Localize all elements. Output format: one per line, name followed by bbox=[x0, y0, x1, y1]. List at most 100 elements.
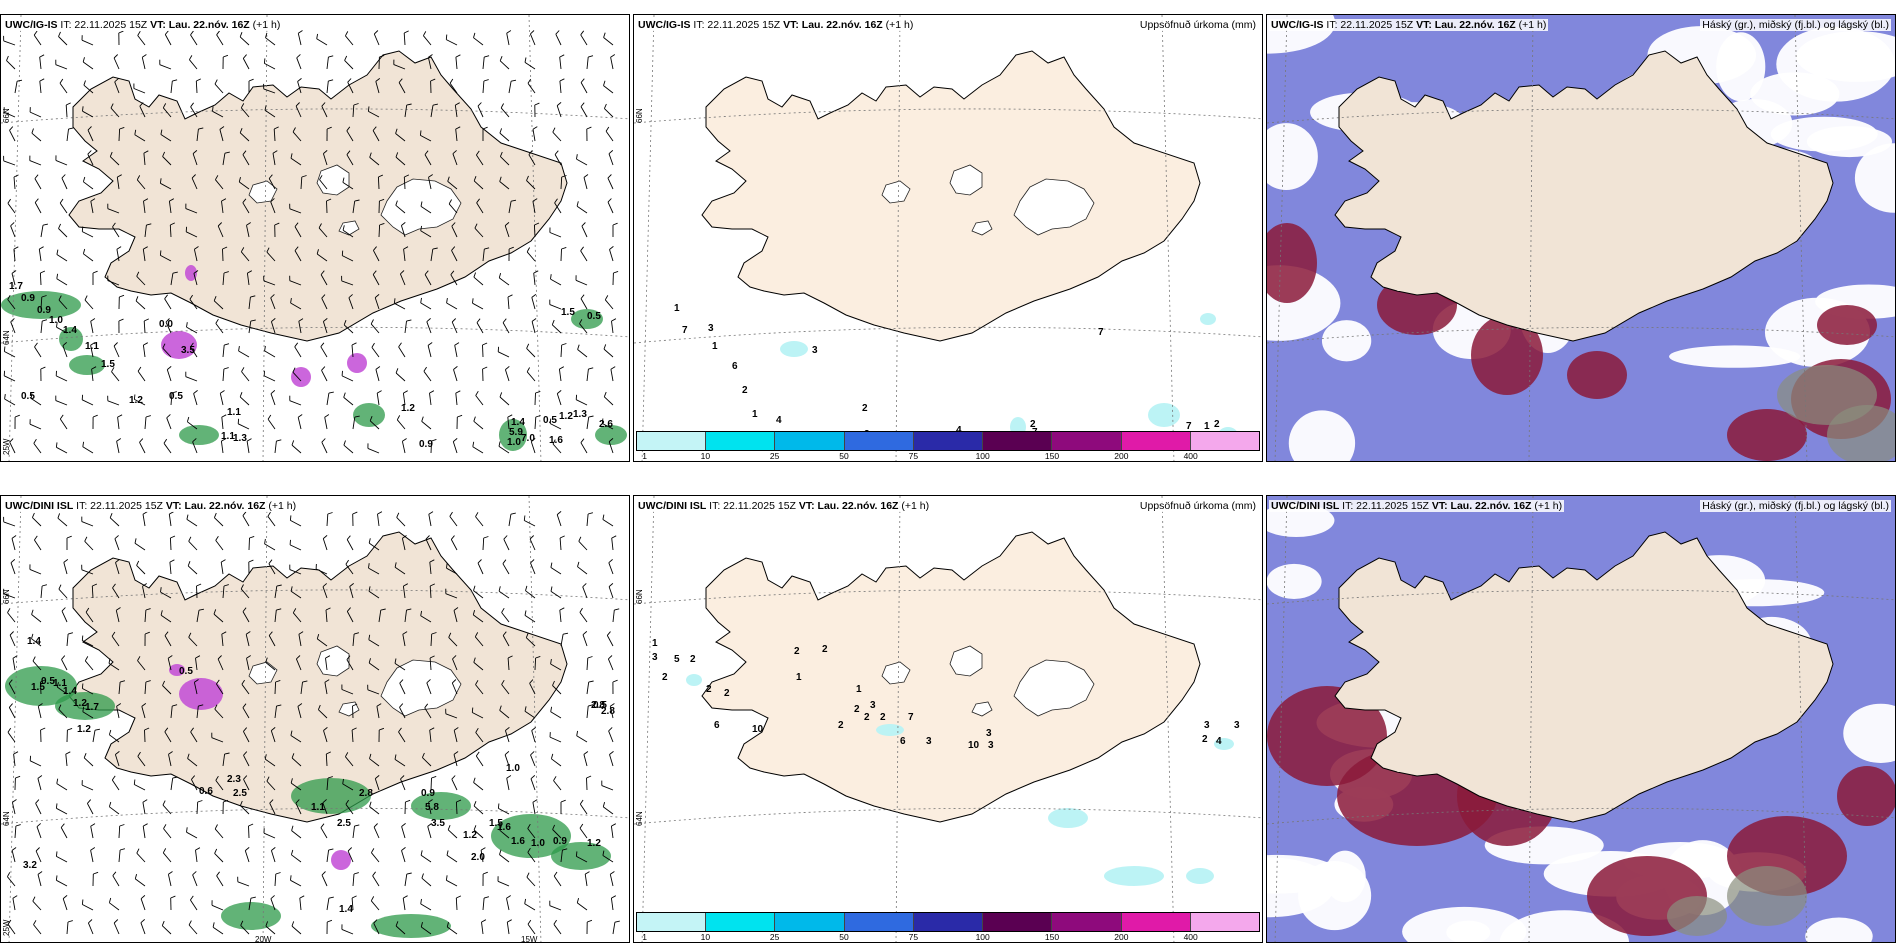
value-label: 2 bbox=[742, 385, 748, 396]
wind-barb bbox=[139, 442, 146, 454]
wind-barb bbox=[290, 520, 302, 527]
value-label: 1.4 bbox=[27, 636, 41, 647]
lat-label: 64N bbox=[2, 811, 11, 826]
wind-barb-feather bbox=[265, 657, 268, 663]
wind-barb-feather bbox=[242, 150, 247, 155]
wind-barb bbox=[346, 539, 354, 551]
value-label: 1.2 bbox=[73, 698, 87, 709]
wind-barb bbox=[192, 874, 198, 887]
wind-barb bbox=[609, 706, 614, 719]
wind-barb-feather bbox=[452, 150, 457, 155]
wind-barb bbox=[274, 873, 277, 887]
value-label: 5.8 bbox=[425, 802, 439, 813]
wind-barb-feather bbox=[472, 441, 475, 447]
wind-barb-feather bbox=[82, 248, 86, 254]
wind-barb bbox=[420, 230, 432, 238]
wind-barb bbox=[240, 107, 250, 118]
wind-barb bbox=[553, 924, 562, 935]
wind-barb bbox=[187, 565, 198, 575]
wind-barb bbox=[14, 825, 17, 839]
wind-barb-feather bbox=[327, 776, 333, 779]
wind-barb-feather bbox=[81, 683, 84, 689]
value-label: 2 bbox=[862, 403, 868, 414]
wind-barb bbox=[446, 302, 458, 310]
value-label: 1.0 bbox=[507, 437, 521, 448]
wind-barb bbox=[477, 105, 484, 118]
wind-barb-feather bbox=[145, 680, 151, 683]
value-label: 2 bbox=[838, 720, 844, 731]
wind-barb bbox=[549, 905, 562, 911]
wind-barb bbox=[424, 707, 432, 719]
wind-barb-feather bbox=[316, 633, 320, 640]
wind-barb-feather bbox=[111, 631, 116, 637]
wind-barb bbox=[550, 278, 562, 286]
wind-barb-feather bbox=[58, 223, 62, 229]
wind-barb-feather bbox=[323, 727, 328, 731]
wind-barb bbox=[401, 850, 406, 863]
wind-barb bbox=[603, 396, 614, 406]
wind-barb-feather bbox=[164, 30, 169, 35]
wind-barb bbox=[527, 923, 536, 935]
wind-barb-feather bbox=[159, 250, 162, 256]
wind-barb-feather bbox=[372, 871, 376, 877]
wind-barb-feather bbox=[373, 246, 377, 251]
wind-barb bbox=[82, 640, 94, 647]
wind-barb bbox=[367, 689, 380, 695]
wind-barb-feather bbox=[276, 608, 282, 611]
wind-barb-feather bbox=[193, 390, 198, 394]
wind-barb bbox=[606, 635, 614, 647]
wind-barb bbox=[136, 275, 146, 286]
wind-barb bbox=[191, 779, 198, 791]
wind-barb-feather bbox=[430, 78, 436, 82]
wind-barb-feather bbox=[453, 607, 459, 611]
value-label: 2 bbox=[854, 704, 860, 715]
wind-barb bbox=[378, 610, 382, 623]
wind-barb-feather bbox=[142, 511, 148, 515]
wind-barb bbox=[453, 369, 458, 382]
wind-barb bbox=[168, 201, 172, 214]
wind-barb bbox=[342, 255, 354, 262]
wind-barb bbox=[141, 57, 146, 70]
wind-barb bbox=[114, 538, 120, 551]
wind-barb-feather bbox=[343, 392, 346, 398]
wind-barb-feather bbox=[274, 126, 279, 130]
wind-barb bbox=[188, 636, 198, 647]
iceland-landmass bbox=[701, 50, 1201, 342]
wind-barb bbox=[112, 875, 120, 887]
wind-barb bbox=[290, 157, 302, 166]
colorbar-segment bbox=[1052, 432, 1122, 450]
wind-barb-feather bbox=[133, 779, 136, 785]
wind-barb bbox=[531, 321, 536, 334]
wind-barb bbox=[454, 345, 458, 358]
wind-barb bbox=[264, 375, 276, 382]
wind-barb bbox=[297, 33, 302, 46]
wind-barb-feather bbox=[243, 727, 248, 732]
value-label: 0.5 bbox=[21, 391, 35, 402]
wind-barb-feather bbox=[347, 78, 352, 83]
wind-barb bbox=[82, 688, 94, 695]
wind-barb bbox=[56, 686, 68, 695]
wind-barb bbox=[221, 417, 224, 430]
wind-barb bbox=[108, 663, 120, 671]
wind-barb bbox=[401, 826, 406, 839]
wind-barb bbox=[263, 280, 276, 286]
wind-barb bbox=[530, 562, 536, 575]
wind-barb-feather bbox=[376, 390, 382, 394]
wind-barb bbox=[111, 635, 120, 647]
wind-barb-feather bbox=[579, 823, 584, 829]
wind-barb-feather bbox=[532, 126, 538, 130]
wind-barb bbox=[576, 856, 588, 863]
value-label: 0.9 bbox=[37, 305, 51, 316]
value-label: 2 bbox=[662, 672, 668, 683]
lat-label: 66N bbox=[635, 589, 644, 604]
wind-barb-feather bbox=[190, 342, 194, 348]
clear-sky-area bbox=[1267, 123, 1318, 191]
wind-barb-feather bbox=[352, 511, 358, 515]
wind-barb bbox=[534, 416, 537, 430]
value-label: 1.3 bbox=[233, 433, 247, 444]
wind-barb bbox=[450, 274, 458, 286]
wind-barb-feather bbox=[328, 79, 334, 82]
wind-barb bbox=[578, 540, 588, 551]
wind-barb-feather bbox=[216, 30, 220, 36]
wind-barb bbox=[66, 921, 69, 935]
